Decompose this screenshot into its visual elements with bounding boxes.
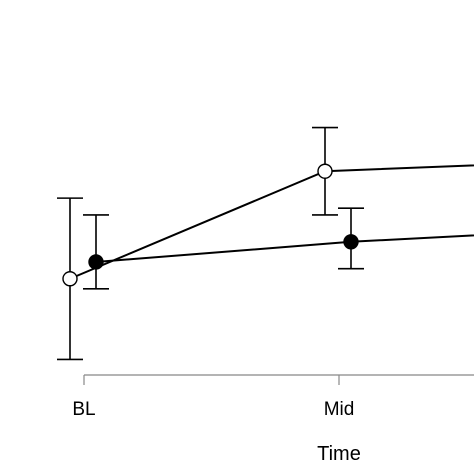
series-line xyxy=(69,164,474,280)
x-tick-label: Mid xyxy=(324,399,355,420)
series-2 xyxy=(83,207,474,290)
series-line xyxy=(95,234,474,263)
x-axis-title: Time xyxy=(317,443,361,465)
series-layer xyxy=(57,126,474,361)
filled-circle-point xyxy=(343,234,359,250)
x-axis: BL Mid xyxy=(72,374,474,420)
series-1 xyxy=(57,126,474,361)
open-circle-point xyxy=(317,163,333,179)
filled-circle-point xyxy=(88,254,104,270)
x-tick-label: BL xyxy=(72,399,95,420)
open-circle-point xyxy=(62,271,78,287)
